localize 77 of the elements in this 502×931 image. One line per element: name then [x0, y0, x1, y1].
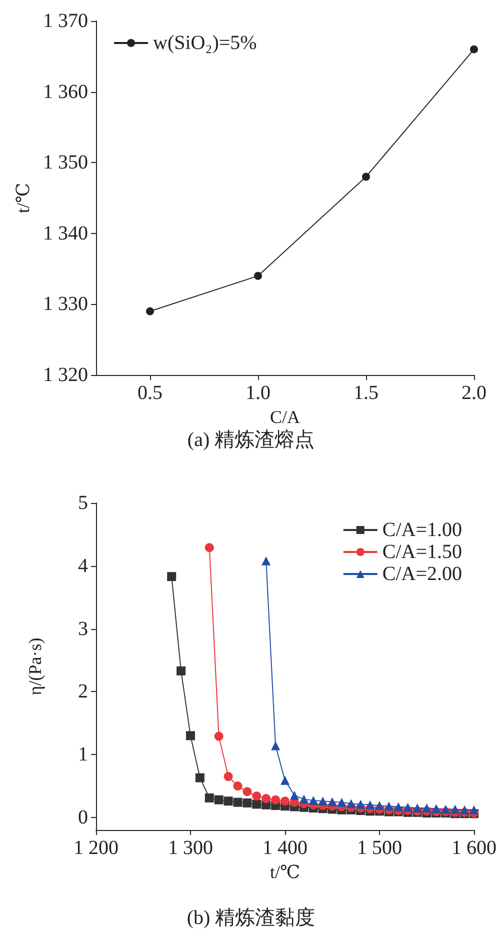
x-tick-label: 1 500	[357, 837, 402, 859]
legend-label: w(SiO₂)=5%	[153, 32, 257, 54]
point	[280, 796, 290, 806]
point	[308, 796, 318, 805]
point	[470, 45, 478, 54]
point	[233, 798, 242, 807]
x-tick-label: 1 300	[168, 837, 213, 859]
y-tick-label: 3	[78, 618, 88, 640]
point	[176, 666, 186, 676]
point	[366, 800, 375, 810]
point	[375, 800, 384, 810]
legend-label: C/A=1.00	[382, 519, 462, 541]
point	[318, 796, 328, 806]
y-tick-label: 1	[78, 744, 88, 766]
point	[195, 773, 204, 782]
x-tick-label: 1 600	[452, 837, 496, 859]
point	[362, 172, 370, 181]
point	[412, 803, 422, 812]
point	[167, 572, 176, 582]
y-tick-label: 1 330	[43, 293, 88, 316]
x-axis-title: C/A	[270, 406, 300, 427]
y-axis-title: η/(Pa·s)	[25, 638, 45, 696]
point	[254, 272, 262, 280]
y-tick-label: 1 340	[43, 222, 88, 244]
point	[252, 792, 262, 801]
point	[356, 800, 366, 809]
legend-label: C/A=1.50	[382, 541, 462, 563]
point	[252, 800, 262, 809]
point	[242, 787, 252, 796]
point	[470, 805, 478, 814]
point	[242, 798, 252, 808]
point	[262, 794, 271, 804]
y-tick-label: 0	[78, 806, 88, 828]
point	[328, 797, 337, 806]
y-tick-label: 1 370	[43, 10, 88, 32]
point	[224, 772, 233, 782]
point	[403, 802, 412, 812]
x-tick-label: 1.5	[354, 382, 378, 404]
point	[271, 795, 280, 804]
point	[394, 802, 403, 812]
point	[432, 804, 441, 814]
point	[346, 799, 356, 808]
point	[384, 802, 394, 811]
point	[233, 781, 242, 790]
legend-label: C/A=2.00	[382, 563, 462, 585]
point	[290, 790, 299, 800]
point	[214, 795, 224, 804]
x-tick-label: 1.0	[246, 382, 270, 404]
point	[280, 776, 290, 785]
point	[186, 731, 195, 740]
point	[422, 803, 432, 812]
text: (b) 精炼渣黏度	[186, 907, 316, 929]
x-tick-label: 2.0	[462, 382, 486, 404]
point	[271, 741, 280, 750]
y-axis-title: t/℃	[13, 182, 34, 214]
point	[450, 804, 460, 814]
point	[337, 798, 346, 807]
x-axis-title: t/℃	[270, 862, 300, 882]
x-tick-label: 1 200	[74, 837, 118, 859]
point	[262, 556, 271, 566]
point	[214, 732, 224, 741]
x-tick-label: 0.5	[138, 382, 162, 404]
y-tick-label: 5	[78, 492, 88, 514]
y-tick-label: 1 360	[43, 80, 88, 103]
point	[204, 543, 214, 552]
point	[299, 794, 308, 804]
point	[441, 804, 450, 814]
y-tick-label: 1 320	[43, 364, 88, 386]
y-tick-label: 1 350	[43, 152, 88, 174]
y-tick-label: 2	[78, 680, 88, 703]
y-tick-label: 4	[78, 554, 88, 577]
point	[146, 307, 154, 316]
x-tick-label: 1 400	[262, 837, 308, 859]
text: (a) 精炼渣熔点	[187, 429, 315, 451]
point	[460, 805, 470, 814]
point	[224, 796, 233, 806]
point	[204, 793, 214, 802]
